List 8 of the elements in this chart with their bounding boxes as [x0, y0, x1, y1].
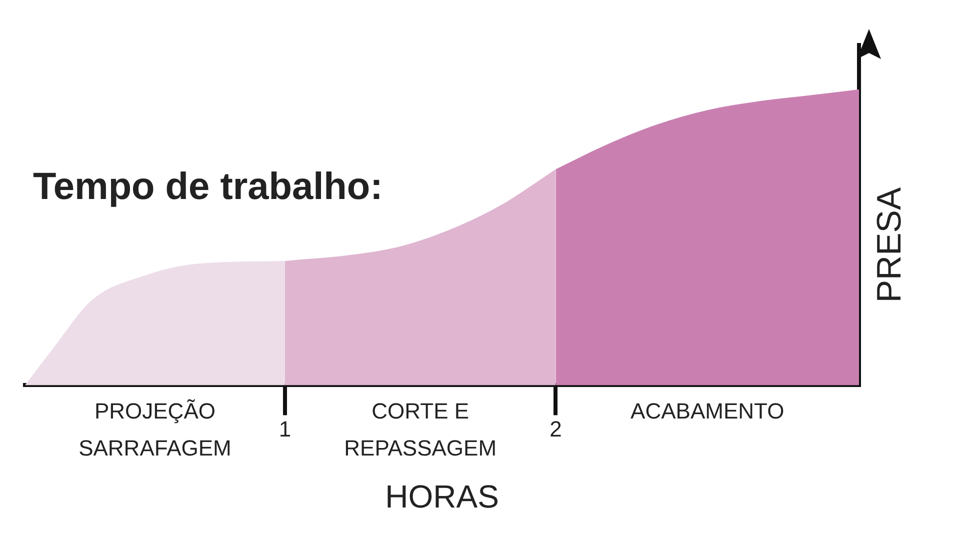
x-axis-title: HORAS: [385, 478, 499, 515]
x-tick-label: 2: [550, 416, 562, 442]
x-tick-label: 1: [278, 416, 292, 442]
series-label: ACABAMENTO: [630, 398, 784, 424]
series-label: CORTE E REPASSAGEM: [344, 398, 497, 460]
y-axis-title: PRESA: [870, 187, 908, 303]
text: Tempo de trabalho:: [33, 166, 383, 209]
series-label: PROJEÇÃO SARRAFAGEM: [78, 398, 232, 460]
